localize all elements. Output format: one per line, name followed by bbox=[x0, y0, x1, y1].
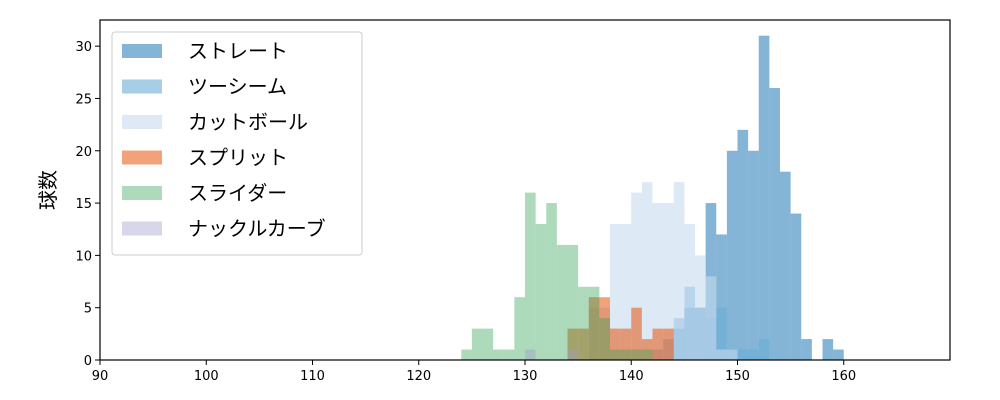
legend-label: ストレート bbox=[188, 39, 288, 63]
histogram-bar bbox=[493, 349, 504, 360]
histogram-bar bbox=[663, 203, 674, 360]
histogram-bar bbox=[726, 349, 738, 360]
histogram-bar bbox=[641, 182, 653, 360]
histogram-bar bbox=[758, 339, 770, 360]
histogram-bar bbox=[588, 286, 600, 360]
y-tick-label: 5 bbox=[84, 302, 92, 317]
histogram-bar bbox=[631, 192, 642, 360]
histogram-bar bbox=[620, 349, 632, 360]
histogram-bar bbox=[599, 297, 610, 360]
histogram-bar bbox=[641, 349, 653, 360]
histogram-bar bbox=[737, 349, 749, 360]
histogram-bar bbox=[769, 88, 780, 360]
histogram-bar bbox=[663, 328, 674, 360]
x-tick-label: 120 bbox=[406, 369, 431, 384]
histogram-bar bbox=[673, 182, 685, 360]
y-tick-label: 20 bbox=[75, 145, 92, 160]
x-tick-label: 150 bbox=[725, 369, 750, 384]
histogram-bar bbox=[652, 203, 664, 360]
histogram-bar bbox=[546, 203, 557, 360]
histogram-bar bbox=[599, 318, 610, 360]
y-tick-label: 10 bbox=[75, 249, 92, 264]
legend-swatch bbox=[122, 44, 162, 58]
x-tick-label: 160 bbox=[831, 369, 856, 384]
histogram-bar bbox=[610, 328, 621, 360]
legend-swatch bbox=[122, 79, 162, 94]
histogram-bar bbox=[610, 349, 621, 360]
y-tick-label: 15 bbox=[75, 197, 92, 212]
histogram-bar bbox=[461, 349, 472, 360]
y-tick-label: 25 bbox=[75, 92, 92, 107]
histogram-bar bbox=[525, 349, 536, 360]
histogram-bar bbox=[631, 349, 642, 360]
histogram-bar bbox=[748, 349, 759, 360]
histogram-bar bbox=[716, 307, 727, 360]
series-5 bbox=[461, 192, 653, 360]
x-tick-label: 110 bbox=[300, 369, 325, 384]
legend-swatch bbox=[122, 186, 162, 200]
legend-label: スプリット bbox=[188, 146, 288, 170]
x-axis: 90 100 110 120 130 140 150 160 bbox=[92, 360, 856, 384]
histogram-bar bbox=[748, 150, 759, 360]
histogram-bar bbox=[780, 171, 791, 360]
legend-label: スライダー bbox=[188, 181, 287, 205]
histogram-bar bbox=[567, 328, 579, 360]
series-4 bbox=[567, 297, 674, 360]
histogram-bar bbox=[716, 234, 727, 360]
legend-swatch bbox=[122, 150, 162, 165]
histogram-bar bbox=[567, 244, 579, 360]
histogram-bar bbox=[695, 255, 706, 360]
series-6 bbox=[525, 349, 579, 360]
legend-swatch bbox=[122, 221, 162, 236]
y-axis-label: 球数 bbox=[36, 170, 60, 210]
legend-label: カットボール bbox=[188, 110, 308, 134]
histogram-bar bbox=[578, 328, 589, 360]
histogram-bar bbox=[758, 35, 770, 360]
histogram-bar bbox=[822, 339, 834, 360]
bars-layer bbox=[461, 35, 844, 360]
y-tick-label: 0 bbox=[84, 354, 92, 369]
legend-box bbox=[111, 31, 363, 256]
histogram-bar bbox=[726, 150, 738, 360]
legend-label: ツーシーム bbox=[188, 75, 287, 99]
histogram-bar bbox=[716, 349, 727, 360]
histogram-bar bbox=[801, 339, 812, 360]
histogram-bar bbox=[525, 192, 536, 360]
histogram-bar bbox=[684, 224, 695, 360]
histogram-bar bbox=[514, 297, 525, 360]
y-axis: 0 5 10 15 20 25 30 bbox=[75, 40, 100, 369]
histogram-bar bbox=[503, 349, 515, 360]
histogram-bar bbox=[588, 297, 600, 360]
histogram-bar bbox=[471, 328, 483, 360]
histogram-bar bbox=[578, 286, 589, 360]
histogram-bar bbox=[535, 224, 547, 360]
x-tick-label: 140 bbox=[619, 369, 644, 384]
histogram-bar bbox=[482, 328, 494, 360]
histogram-bar bbox=[556, 244, 568, 360]
histogram-bar bbox=[833, 349, 844, 360]
histogram-bar bbox=[705, 276, 717, 360]
y-tick-label: 30 bbox=[75, 40, 92, 55]
series-3 bbox=[588, 182, 738, 360]
x-tick-label: 130 bbox=[513, 369, 538, 384]
histogram-bar bbox=[620, 224, 632, 360]
histogram-bar bbox=[567, 349, 579, 360]
histogram-bar bbox=[620, 328, 632, 360]
histogram-bar bbox=[790, 213, 802, 360]
histogram-bar bbox=[641, 339, 653, 360]
legend-swatch bbox=[122, 115, 162, 129]
histogram-bar bbox=[652, 328, 664, 360]
histogram-bar bbox=[610, 224, 621, 360]
x-tick-label: 100 bbox=[194, 369, 219, 384]
histogram-bar bbox=[631, 307, 642, 360]
x-tick-label: 90 bbox=[92, 369, 109, 384]
legend-label: ナックルカーブ bbox=[188, 217, 326, 241]
histogram-bar bbox=[737, 129, 749, 360]
